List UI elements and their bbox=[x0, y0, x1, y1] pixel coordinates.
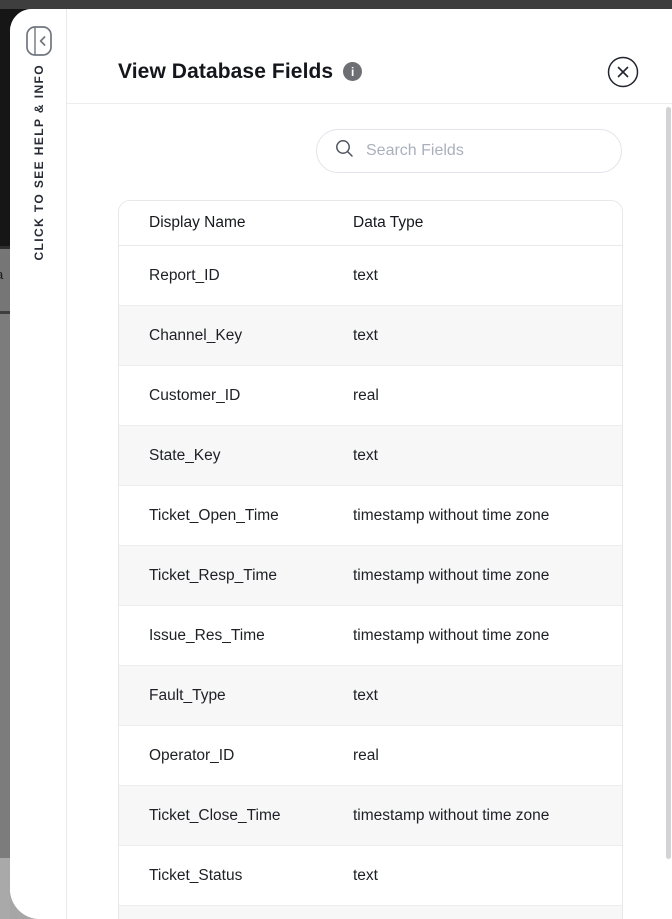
view-database-fields-modal: CLICK TO SEE HELP & INFO View Database F… bbox=[10, 9, 672, 919]
field-data-type: text bbox=[353, 266, 378, 284]
field-display-name: Issue_Res_Time bbox=[149, 626, 265, 644]
field-data-type: timestamp without time zone bbox=[353, 626, 550, 644]
table-row: Ticket_Close_Time timestamp without time… bbox=[119, 786, 622, 846]
background-gray-segment bbox=[0, 314, 10, 858]
field-display-name: Ticket_Status bbox=[149, 866, 243, 884]
field-data-type: text bbox=[353, 326, 378, 344]
close-icon bbox=[607, 56, 639, 91]
table-row: Report_ID text bbox=[119, 246, 622, 306]
field-data-type: timestamp without time zone bbox=[353, 806, 550, 824]
field-data-type: text bbox=[353, 866, 378, 884]
header-divider bbox=[67, 103, 672, 104]
table-row: Ticket_Status text bbox=[119, 846, 622, 906]
field-display-name: Ticket_Open_Time bbox=[149, 506, 279, 524]
table-row-partial bbox=[119, 906, 622, 919]
help-sidebar[interactable]: CLICK TO SEE HELP & INFO bbox=[10, 9, 67, 919]
field-data-type: real bbox=[353, 386, 379, 404]
field-data-type: text bbox=[353, 446, 378, 464]
background-divider bbox=[0, 246, 10, 249]
table-row: Issue_Res_Time timestamp without time zo… bbox=[119, 606, 622, 666]
info-icon[interactable]: i bbox=[343, 62, 363, 81]
background-divider bbox=[0, 311, 10, 314]
field-display-name: Channel_Key bbox=[149, 326, 243, 344]
sidebar-help-label[interactable]: CLICK TO SEE HELP & INFO bbox=[31, 64, 46, 261]
table-header-row: Display Name Data Type bbox=[119, 201, 622, 246]
table-row: Ticket_Resp_Time timestamp without time … bbox=[119, 546, 622, 606]
search-field-container bbox=[316, 129, 622, 173]
field-data-type: timestamp without time zone bbox=[353, 566, 550, 584]
background-app-topbar bbox=[0, 0, 672, 9]
background-gray-segment bbox=[0, 249, 10, 311]
search-input[interactable] bbox=[366, 142, 596, 160]
table-row: Channel_Key text bbox=[119, 306, 622, 366]
background-dark-segment bbox=[0, 9, 10, 246]
table-row: State_Key text bbox=[119, 426, 622, 486]
field-display-name: Report_ID bbox=[149, 266, 220, 284]
table-row: Operator_ID real bbox=[119, 726, 622, 786]
table-row: Fault_Type text bbox=[119, 666, 622, 726]
modal-header: View Database Fields i bbox=[118, 56, 363, 87]
vertical-scrollbar[interactable] bbox=[666, 107, 671, 859]
field-display-name: Ticket_Resp_Time bbox=[149, 566, 278, 584]
collapse-panel-left-icon bbox=[26, 26, 52, 59]
field-data-type: real bbox=[353, 746, 379, 764]
clipped-text-fragment: a bbox=[0, 267, 3, 282]
field-data-type: timestamp without time zone bbox=[353, 506, 550, 524]
background-light-segment bbox=[0, 858, 10, 919]
background-app-sliver: a bbox=[0, 9, 10, 919]
page-title: View Database Fields bbox=[118, 60, 334, 83]
database-fields-table: Display Name Data Type Report_ID text Ch… bbox=[118, 200, 623, 919]
field-display-name: Ticket_Close_Time bbox=[149, 806, 281, 824]
field-display-name: State_Key bbox=[149, 446, 221, 464]
table-row: Ticket_Open_Time timestamp without time … bbox=[119, 486, 622, 546]
table-body: Report_ID text Channel_Key text Customer… bbox=[119, 246, 622, 919]
field-display-name: Operator_ID bbox=[149, 746, 235, 764]
column-header-display-name: Display Name bbox=[149, 214, 246, 231]
field-display-name: Fault_Type bbox=[149, 686, 226, 704]
column-header-data-type: Data Type bbox=[353, 214, 424, 231]
close-button[interactable] bbox=[607, 56, 639, 88]
field-display-name: Customer_ID bbox=[149, 386, 241, 404]
collapse-sidebar-button[interactable] bbox=[26, 26, 52, 56]
field-data-type: text bbox=[353, 686, 378, 704]
table-row: Customer_ID real bbox=[119, 366, 622, 426]
search-icon bbox=[335, 139, 354, 163]
